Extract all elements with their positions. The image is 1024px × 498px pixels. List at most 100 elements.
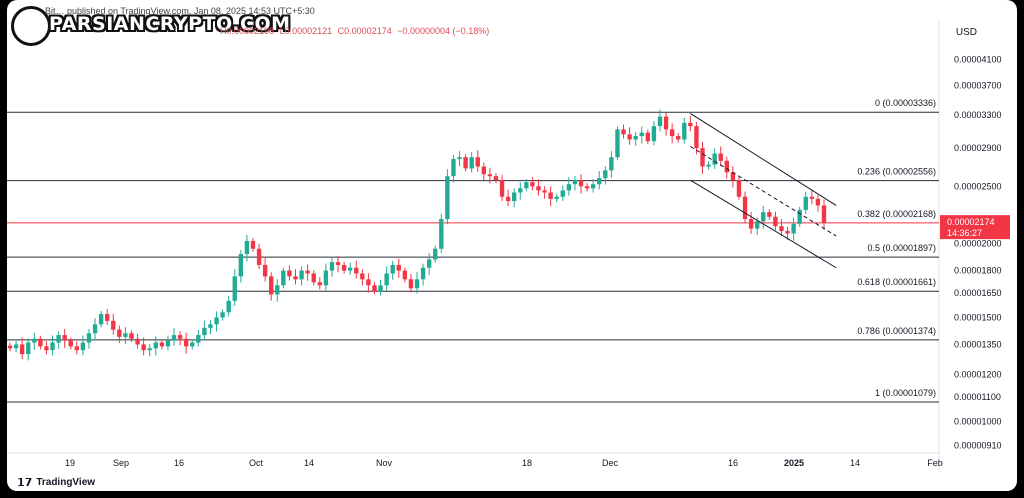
candle-body bbox=[19, 344, 25, 355]
candle-body bbox=[481, 166, 487, 175]
candle-body bbox=[560, 190, 565, 197]
candle-body bbox=[779, 226, 784, 232]
candle-body bbox=[803, 196, 808, 210]
candle-body bbox=[651, 126, 657, 142]
candle-body bbox=[767, 212, 772, 217]
candle-body bbox=[633, 136, 638, 140]
fib-level-label: 1 (0.00001079) bbox=[875, 388, 936, 398]
candle-body bbox=[615, 129, 620, 158]
candle-body bbox=[724, 160, 729, 173]
price-tag-box bbox=[940, 215, 1010, 240]
y-tick-label: 0.00001000 bbox=[954, 416, 1002, 426]
x-tick-label: 19 bbox=[65, 458, 75, 468]
candle-body bbox=[682, 122, 687, 140]
publisher-line: Bit… published on TradingView.com, Jan 0… bbox=[45, 6, 315, 16]
candle-body bbox=[293, 276, 298, 280]
fib-level-label: 0.236 (0.00002556) bbox=[857, 167, 936, 177]
candle-body bbox=[505, 196, 511, 202]
candle-body bbox=[736, 180, 742, 197]
fib-level-label: 0.382 (0.00002168) bbox=[857, 209, 936, 219]
candle-body bbox=[512, 192, 517, 202]
candle-body bbox=[566, 184, 572, 191]
y-tick-label: 0.00001650 bbox=[954, 288, 1002, 298]
channel-lower-line bbox=[690, 179, 837, 269]
y-tick-label: 0.00000910 bbox=[954, 441, 1002, 451]
candle-body bbox=[360, 273, 365, 280]
candle-body bbox=[80, 342, 86, 351]
candle-body bbox=[669, 129, 675, 137]
candle-body bbox=[542, 190, 547, 193]
candle-body bbox=[329, 262, 335, 271]
x-tick-label: 2025 bbox=[784, 458, 804, 468]
candle-body bbox=[797, 209, 802, 224]
candle-body bbox=[208, 324, 213, 328]
candle-body bbox=[754, 221, 760, 229]
candle-body bbox=[548, 192, 553, 199]
candle-body bbox=[621, 129, 626, 135]
candle-body bbox=[499, 180, 505, 197]
x-tick-label: 14 bbox=[304, 458, 314, 468]
candle-body bbox=[141, 344, 146, 351]
candle-body bbox=[7, 345, 13, 349]
tradingview-brand[interactable]: 𝟭𝟳 TradingView bbox=[17, 476, 95, 489]
candle-body bbox=[38, 338, 43, 347]
candle-body bbox=[98, 313, 104, 325]
candle-body bbox=[536, 186, 541, 191]
candle-body bbox=[220, 312, 225, 318]
y-tick-label: 0.00001500 bbox=[954, 312, 1002, 322]
candle-body bbox=[676, 136, 681, 140]
candle-body bbox=[262, 264, 268, 277]
candle-body bbox=[105, 313, 110, 321]
y-tick-label: 0.00004100 bbox=[954, 54, 1002, 64]
y-tick-label: 0.00002000 bbox=[954, 239, 1002, 249]
candle-body bbox=[68, 340, 73, 347]
candle-body bbox=[433, 248, 438, 260]
y-tick-label: 0.00001350 bbox=[954, 339, 1002, 349]
x-tick-label: Nov bbox=[376, 458, 393, 468]
candle-body bbox=[269, 276, 274, 295]
ohlc-change: −0.00000004 (−0.18%) bbox=[397, 26, 490, 36]
candle-body bbox=[603, 170, 608, 179]
y-tick-label: 0.00003700 bbox=[954, 81, 1002, 91]
currency-label[interactable]: USD bbox=[955, 27, 977, 38]
candle-body bbox=[530, 182, 535, 187]
candle-body bbox=[354, 267, 359, 274]
candle-body bbox=[250, 240, 256, 249]
candle-body bbox=[445, 176, 450, 220]
candle-body bbox=[657, 116, 663, 127]
watermark-text: PARSIANCRYPTO.COM bbox=[49, 13, 291, 35]
candle-body bbox=[123, 333, 128, 337]
candle-body bbox=[317, 282, 322, 286]
tradingview-brand-label: TradingView bbox=[36, 477, 96, 488]
candle-body bbox=[402, 270, 408, 280]
candle-body bbox=[815, 198, 821, 206]
price-chart[interactable]: 0.00004100 0.00003700 0.00003300 0.00002900… bbox=[7, 0, 1017, 491]
channel-upper-line bbox=[690, 113, 837, 206]
candle-body bbox=[414, 279, 420, 289]
candle-body bbox=[117, 329, 122, 337]
x-tick-label: Sep bbox=[113, 458, 129, 468]
candle-body bbox=[457, 157, 462, 160]
ohlc-low: L0.00002121 bbox=[279, 26, 333, 36]
candle-body bbox=[821, 205, 827, 223]
fib-level-label: 0.786 (0.00001374) bbox=[857, 326, 936, 336]
candle-body bbox=[13, 344, 19, 349]
y-tick-label: 0.00003300 bbox=[954, 110, 1002, 120]
candle-body bbox=[700, 148, 705, 167]
candle-body bbox=[275, 285, 280, 295]
candle-body bbox=[86, 333, 92, 343]
candle-body bbox=[232, 276, 237, 301]
candle-body bbox=[475, 157, 480, 167]
x-tick-label: Feb bbox=[927, 458, 943, 468]
candle-body bbox=[62, 335, 67, 341]
candle-body bbox=[153, 342, 158, 349]
x-tick-label: 16 bbox=[728, 458, 738, 468]
candle-body bbox=[627, 134, 632, 140]
candle-body bbox=[554, 196, 559, 199]
candle-body bbox=[718, 153, 723, 161]
price-tag-countdown: 14:36:27 bbox=[947, 228, 982, 238]
fib-level-label: 0 (0.00003336) bbox=[875, 98, 936, 108]
candle-body bbox=[50, 342, 55, 351]
candle-body bbox=[487, 174, 493, 177]
candle-body bbox=[214, 317, 219, 325]
